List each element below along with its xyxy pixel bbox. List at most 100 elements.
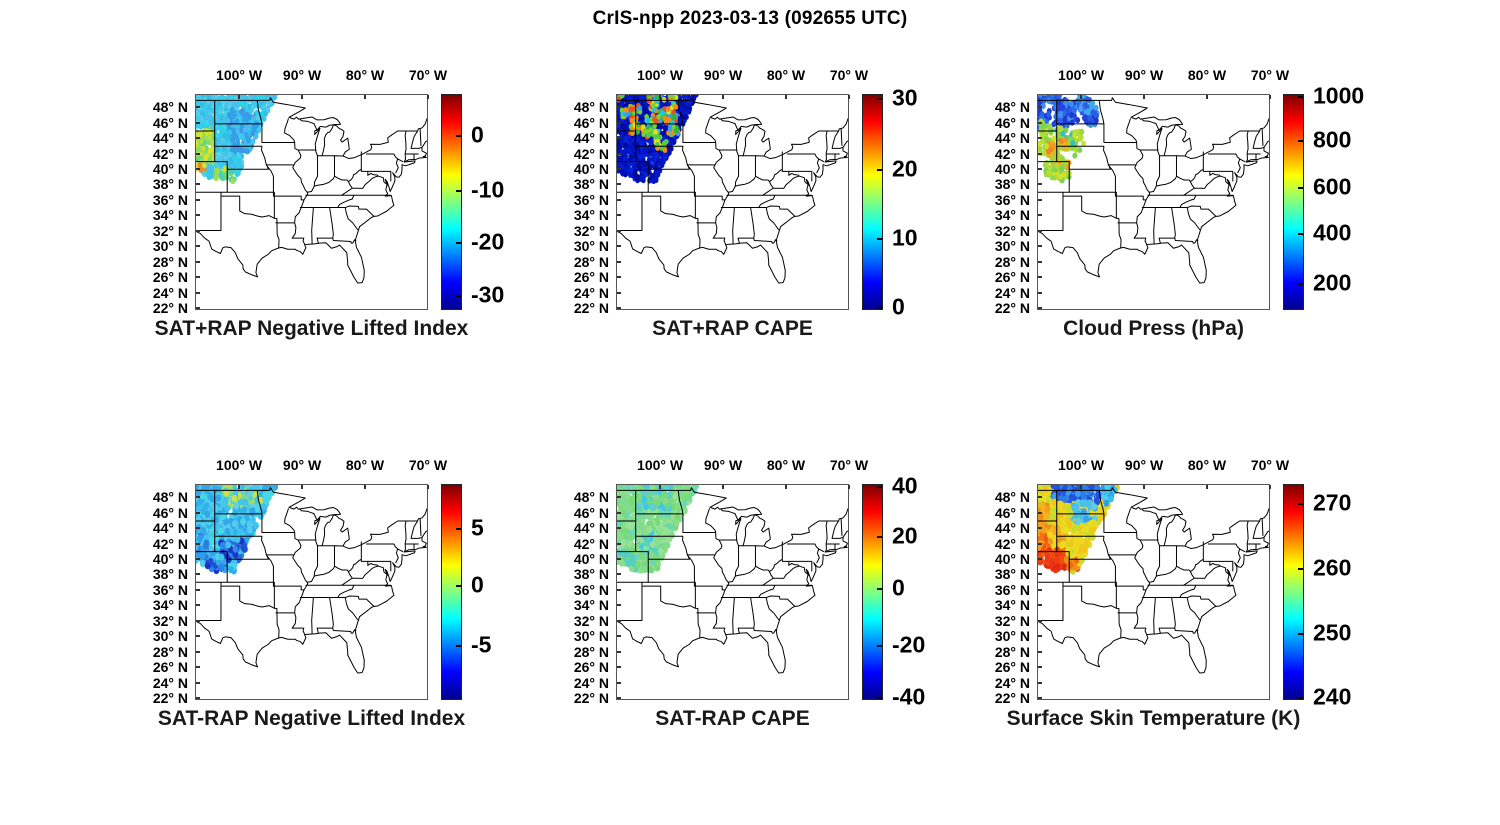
lat-tick-mark: [1038, 542, 1042, 545]
lon-tick-mark: [848, 485, 850, 489]
lat-tick-mark: [1038, 260, 1042, 263]
lat-tick-label: 22° N: [152, 300, 188, 317]
lon-tick-mark: [785, 95, 788, 99]
colorbar-tick-mark: [877, 168, 882, 171]
lat-tick-label: 28° N: [573, 643, 609, 660]
lat-tick-label: 26° N: [573, 269, 609, 286]
lat-tick-label: 30° N: [573, 238, 609, 255]
colorbar-tick-label: 20: [892, 155, 918, 182]
scatter-dots: [617, 95, 699, 185]
lat-tick-label: 28° N: [152, 643, 188, 660]
lon-tick-label: 100° W: [1058, 67, 1105, 83]
lat-tick-mark: [1038, 681, 1042, 684]
lat-tick-mark: [617, 527, 621, 530]
lon-tick-mark: [659, 485, 662, 489]
lat-tick-label: 48° N: [152, 99, 188, 116]
lon-tick-mark: [722, 485, 725, 489]
lat-tick-mark: [617, 106, 621, 109]
scatter-dots: [196, 485, 279, 575]
lon-tick-mark: [1143, 485, 1146, 489]
lat-tick-label: 38° N: [152, 176, 188, 193]
colorbar-tick-label: 0: [892, 574, 905, 601]
lon-tick-mark: [301, 95, 304, 99]
lon-tick-label: 80° W: [1187, 67, 1227, 83]
lon-tick-mark: [1206, 485, 1209, 489]
lat-tick-mark: [1038, 666, 1042, 669]
colorbar-tick-label: 20: [892, 522, 918, 549]
lon-tick-label: 80° W: [345, 67, 385, 83]
lat-tick-label: 26° N: [994, 269, 1030, 286]
lat-tick-label: 42° N: [994, 145, 1030, 162]
lat-tick-label: 44° N: [994, 520, 1030, 537]
lat-tick-mark: [196, 106, 200, 109]
lat-tick-mark: [1038, 137, 1042, 140]
lat-tick-mark: [617, 152, 621, 155]
lat-tick-mark: [196, 619, 200, 622]
lat-tick-mark: [196, 681, 200, 684]
lat-tick-label: 32° N: [994, 222, 1030, 239]
lat-tick-label: 22° N: [994, 690, 1030, 707]
lat-tick-label: 42° N: [152, 145, 188, 162]
lat-tick-label: 38° N: [573, 176, 609, 193]
lat-tick-label: 36° N: [994, 581, 1030, 598]
lat-tick-label: 26° N: [152, 659, 188, 676]
lat-tick-mark: [196, 635, 200, 638]
lon-tick-label: 100° W: [1058, 457, 1105, 473]
colorbar-tick-mark: [877, 306, 882, 309]
lat-tick-label: 42° N: [573, 145, 609, 162]
lat-tick-mark: [196, 650, 200, 653]
lat-tick-label: 34° N: [994, 597, 1030, 614]
lon-tick-mark: [848, 95, 850, 99]
lon-tick-mark: [1080, 95, 1083, 99]
figure-title: CrIS-npp 2023-03-13 (092655 UTC): [592, 8, 908, 29]
lat-tick-label: 30° N: [994, 238, 1030, 255]
lat-tick-mark: [1038, 291, 1042, 294]
colorbar-tick-mark: [877, 486, 882, 489]
lat-tick-mark: [617, 588, 621, 591]
lon-tick-label: 70° W: [1250, 457, 1290, 473]
lat-tick-mark: [617, 496, 621, 499]
lon-tick-mark: [785, 485, 788, 489]
lat-tick-label: 44° N: [152, 520, 188, 537]
colorbar-tick-label: 250: [1313, 619, 1352, 646]
lat-tick-label: 32° N: [573, 612, 609, 629]
lat-tick-label: 32° N: [994, 612, 1030, 629]
colorbar-tick-mark: [877, 644, 882, 647]
lon-tick-mark: [364, 485, 367, 489]
lat-tick-mark: [617, 650, 621, 653]
lat-tick-label: 22° N: [573, 300, 609, 317]
lat-tick-label: 36° N: [573, 581, 609, 598]
lat-tick-label: 40° N: [573, 160, 609, 177]
colorbar-tick-mark: [877, 696, 882, 699]
lon-tick-label: 90° W: [703, 67, 743, 83]
colorbar-tick-mark: [1298, 283, 1303, 285]
map-sat_minus_rap_cape: [616, 484, 849, 700]
lon-tick-label: 90° W: [703, 457, 743, 473]
colorbar-tick-label: 0: [892, 293, 905, 320]
lat-tick-mark: [1038, 650, 1042, 653]
panel-title-sat_plus_rap_cape: SAT+RAP CAPE: [652, 317, 813, 340]
lat-tick-mark: [617, 229, 621, 232]
lon-tick-mark: [427, 485, 429, 489]
lat-tick-label: 46° N: [573, 114, 609, 131]
lat-tick-label: 36° N: [152, 191, 188, 208]
lat-tick-label: 42° N: [573, 535, 609, 552]
colorbar-tick-label: 260: [1313, 554, 1352, 581]
lat-tick-mark: [196, 214, 200, 217]
lat-tick-label: 28° N: [994, 253, 1030, 270]
lat-tick-label: 30° N: [152, 628, 188, 645]
lat-tick-label: 48° N: [994, 99, 1030, 116]
lat-tick-mark: [196, 198, 200, 201]
map-sat_minus_rap_nli: [195, 484, 428, 700]
lat-tick-mark: [196, 604, 200, 607]
lat-tick-mark: [1038, 573, 1042, 576]
lat-tick-label: 24° N: [152, 674, 188, 691]
lat-tick-label: 48° N: [573, 489, 609, 506]
lon-tick-label: 100° W: [637, 67, 684, 83]
lat-tick-mark: [617, 511, 621, 514]
lon-tick-mark: [1206, 95, 1209, 99]
lat-tick-mark: [617, 573, 621, 576]
colorbar-tick-label: -20: [892, 631, 926, 658]
lon-tick-mark: [722, 95, 725, 99]
